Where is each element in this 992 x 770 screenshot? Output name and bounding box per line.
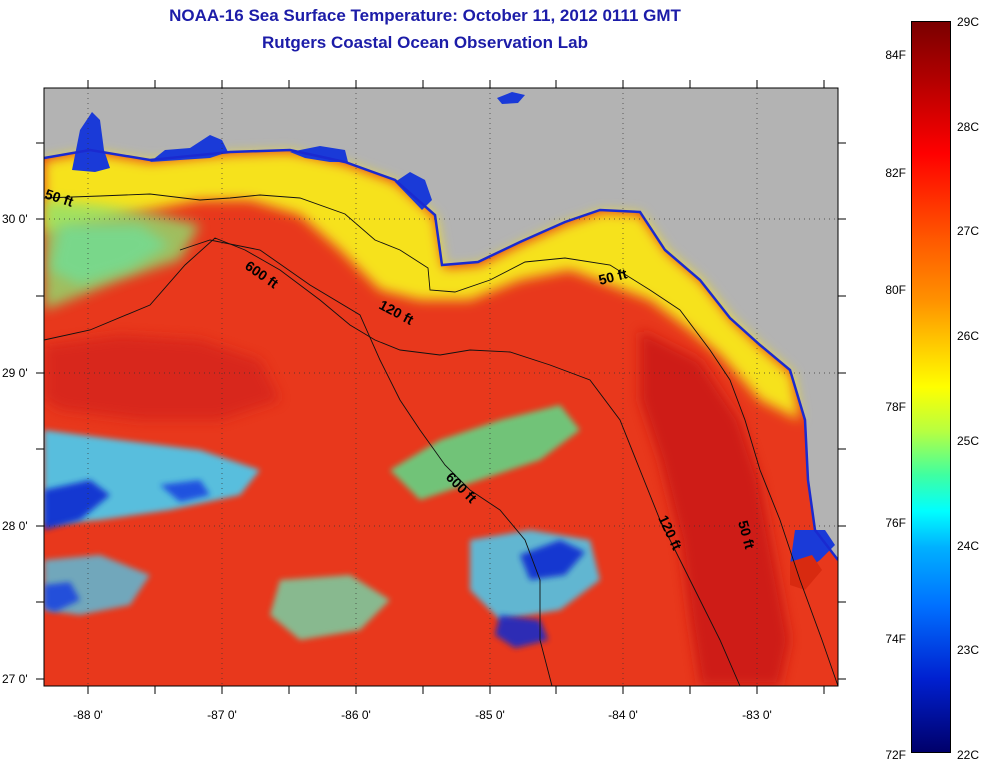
colorbar-f-label: 84F <box>885 48 906 62</box>
colorbar-f-label: 76F <box>885 516 906 530</box>
lon-label: -84 0' <box>608 708 638 722</box>
colorbar-c-label: 26C <box>957 329 980 343</box>
lon-label: -86 0' <box>341 708 371 722</box>
estuary <box>290 146 348 162</box>
colorbar-f-label: 74F <box>885 632 906 646</box>
cool-filament <box>390 405 580 500</box>
lat-label: 27 0' <box>2 672 28 686</box>
colorbar-c-label: 22C <box>957 748 980 762</box>
colorbar-f-label: 80F <box>885 283 906 297</box>
estuary <box>395 172 432 210</box>
nearshore-band <box>44 152 800 420</box>
colorbar-c-label: 29C <box>957 15 980 29</box>
cold-patch <box>44 480 110 530</box>
colorbar-c-label: 23C <box>957 643 980 657</box>
contour-label: 50 ft <box>735 519 758 551</box>
lon-label: -83 0' <box>742 708 772 722</box>
colorbar-f-label: 82F <box>885 166 906 180</box>
colorbar-c-label: 24C <box>957 539 980 553</box>
cold-patch <box>160 480 210 502</box>
lon-label: -88 0' <box>73 708 103 722</box>
lat-label: 29 0' <box>2 366 28 380</box>
colorbar-c-label: 25C <box>957 434 980 448</box>
axis-ticks <box>36 80 846 694</box>
estuary <box>790 555 822 590</box>
map-frame <box>43 87 839 687</box>
colorbar-f-label: 78F <box>885 400 906 414</box>
temperature-colorbar <box>911 21 951 753</box>
map-plot-area <box>44 88 838 686</box>
cool-filament <box>270 575 390 640</box>
warm-core <box>640 330 790 686</box>
isobath-contours <box>43 193 839 687</box>
cold-patch <box>44 582 80 612</box>
lat-label: 30 0' <box>2 212 28 226</box>
estuary <box>497 92 525 104</box>
map-subtitle: Rutgers Coastal Ocean Observation Lab <box>262 33 588 52</box>
warm-core <box>44 335 280 420</box>
coastline <box>44 148 838 561</box>
colorbar-f-label: 72F <box>885 748 906 762</box>
cold-patch <box>495 615 548 648</box>
contour-label: 50 ft <box>597 265 629 288</box>
colorbar-c-label: 28C <box>957 120 980 134</box>
lon-label: -87 0' <box>207 708 237 722</box>
lat-label: 28 0' <box>2 519 28 533</box>
map-title: NOAA-16 Sea Surface Temperature: October… <box>169 6 681 25</box>
estuary <box>72 112 110 172</box>
colorbar-c-label: 27C <box>957 224 980 238</box>
cool-shelf-patch <box>50 225 170 285</box>
lon-label: -85 0' <box>475 708 505 722</box>
